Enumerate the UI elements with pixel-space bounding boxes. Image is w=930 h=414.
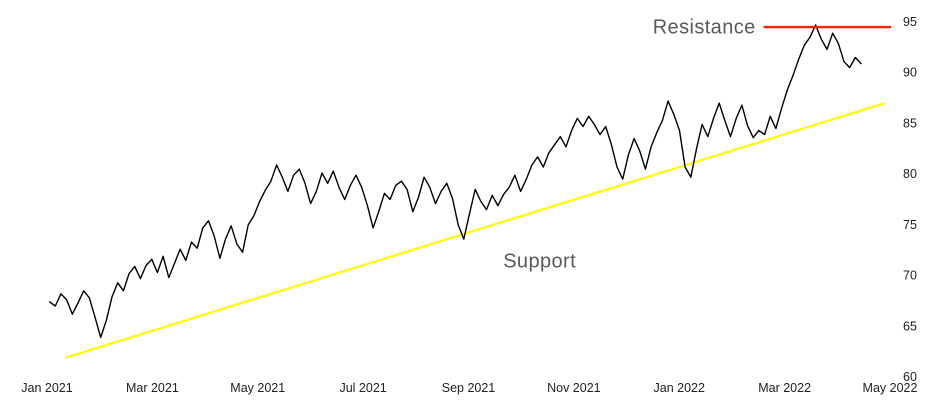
support-trendline bbox=[65, 102, 886, 359]
y-tick-label: 60 bbox=[903, 370, 917, 384]
x-tick-label: Jul 2021 bbox=[339, 381, 386, 395]
y-tick-label: 65 bbox=[903, 319, 917, 333]
x-tick-label: Mar 2021 bbox=[126, 381, 179, 395]
price-line bbox=[48, 24, 862, 339]
x-tick-label: Jan 2022 bbox=[654, 381, 705, 395]
x-tick-label: May 2021 bbox=[230, 381, 285, 395]
y-tick-label: 95 bbox=[903, 15, 917, 29]
y-tick-label: 75 bbox=[903, 218, 917, 232]
y-tick-label: 70 bbox=[903, 269, 917, 283]
x-tick-label: Sep 2021 bbox=[442, 381, 496, 395]
x-tick-label: Jan 2021 bbox=[21, 381, 72, 395]
x-tick-label: May 2022 bbox=[863, 381, 918, 395]
y-tick-label: 90 bbox=[903, 66, 917, 80]
x-tick-label: Nov 2021 bbox=[547, 381, 601, 395]
y-tick-label: 80 bbox=[903, 167, 917, 181]
y-tick-label: 85 bbox=[903, 116, 917, 130]
x-tick-label: Mar 2022 bbox=[758, 381, 811, 395]
